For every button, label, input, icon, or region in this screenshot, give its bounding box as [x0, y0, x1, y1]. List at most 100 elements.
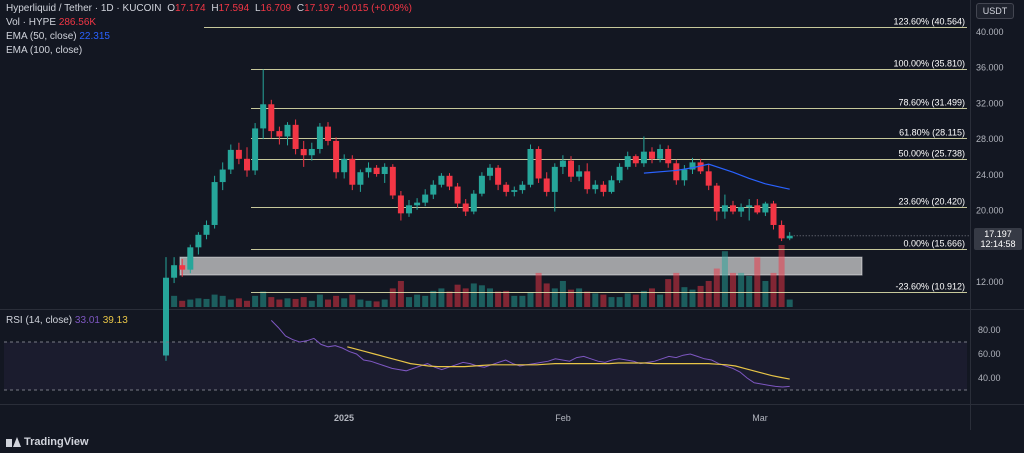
high-value: 17.594: [218, 3, 250, 14]
volume-bar: [495, 291, 502, 307]
candle-body: [211, 182, 218, 225]
candle-body: [227, 149, 234, 170]
candle-body: [511, 190, 518, 192]
candle-body: [543, 178, 550, 192]
candle-body: [260, 104, 267, 129]
price-tick-label: 12.000: [976, 277, 1004, 287]
candle-body: [300, 148, 307, 156]
rsi-ma-line: [347, 346, 790, 380]
candle-body: [770, 203, 777, 225]
ema100-label: EMA (100, close): [6, 45, 83, 56]
price-tick-label: 36.000: [976, 63, 1004, 73]
volume-bar: [705, 280, 712, 307]
candle-body: [584, 171, 591, 190]
currency-selector[interactable]: USDT: [976, 3, 1014, 19]
volume-bar: [462, 288, 469, 307]
fib-level-label: 123.60% (40.564): [893, 17, 965, 27]
candle-body: [705, 171, 712, 186]
volume-bar: [778, 245, 785, 307]
volume-bar: [203, 298, 210, 307]
candle-body: [600, 184, 607, 192]
last-price-value: 17.197: [984, 229, 1012, 239]
candle-body: [195, 234, 202, 248]
volume-bar: [543, 283, 550, 307]
volume-bar: [527, 292, 534, 307]
candle-body: [559, 160, 566, 167]
volume-legend[interactable]: Vol · HYPE 286.56K: [6, 17, 96, 29]
candle-body: [308, 148, 315, 156]
candle-body: [276, 131, 283, 137]
candle-body: [478, 175, 485, 194]
ema50-legend[interactable]: EMA (50, close) 22.315: [6, 31, 110, 43]
volume-bar: [389, 288, 396, 307]
volume-bar: [414, 294, 421, 307]
candle-body: [292, 124, 299, 149]
bar-countdown: 12:14:58: [980, 239, 1016, 249]
volume-bar: [381, 299, 388, 307]
candle-body: [357, 172, 364, 185]
volume-bar: [308, 300, 315, 307]
ema50-value: 22.315: [79, 31, 110, 42]
volume-label: Vol · HYPE: [6, 17, 57, 28]
ema100-legend[interactable]: EMA (100, close): [6, 45, 82, 57]
volume-bar: [171, 295, 178, 307]
volume-bar: [446, 291, 453, 307]
volume-bar: [721, 251, 728, 307]
rsi-legend[interactable]: RSI (14, close) 33.01 39.13: [6, 315, 128, 327]
volume-bar: [624, 293, 631, 307]
volume-bar: [219, 295, 226, 307]
candle-body: [487, 167, 493, 176]
volume-bar: [616, 297, 623, 307]
candle-body: [219, 169, 226, 183]
brand-name: TradingView: [24, 436, 89, 448]
symbol-legend[interactable]: Hyperliquid / Tether · 1D · KUCOIN O17.1…: [6, 3, 412, 15]
candle-body: [268, 104, 275, 132]
volume-bar: [365, 300, 372, 307]
low-key: L: [254, 3, 261, 14]
volume-bar: [341, 298, 348, 307]
candle-body: [681, 169, 688, 181]
candle-body: [754, 205, 761, 213]
candle-body: [592, 184, 599, 190]
candle-body: [738, 207, 745, 212]
tradingview-logo[interactable]: TradingView: [6, 436, 89, 448]
volume-bar: [657, 294, 664, 307]
time-tick-label: Feb: [555, 413, 571, 423]
volume-bar: [454, 284, 461, 307]
candle-body: [438, 175, 445, 185]
ema50-line: [643, 163, 790, 190]
candle-body: [713, 185, 720, 212]
price-tick-label: 28.000: [976, 134, 1004, 144]
rsi-value: 33.01: [74, 315, 100, 326]
volume-bar: [665, 279, 672, 307]
volume-bar: [252, 295, 259, 307]
volume-bar: [786, 299, 793, 307]
rsi-tick-label: 80.00: [978, 325, 1001, 335]
volume-bar: [770, 272, 777, 307]
volume-bar: [754, 257, 761, 307]
candle-body: [551, 166, 558, 192]
volume-bar: [689, 289, 696, 307]
candle-body: [373, 167, 380, 175]
rsi-label: RSI (14, close): [6, 315, 73, 326]
volume-bar: [397, 280, 404, 307]
volume-bar: [179, 300, 186, 307]
candle-body: [568, 160, 574, 177]
candle-body: [381, 166, 388, 175]
volume-bar: [187, 299, 194, 307]
candle-body: [316, 126, 323, 149]
rsi-tick-label: 40.00: [978, 373, 1001, 383]
candle-body: [640, 151, 647, 164]
candle-body: [721, 205, 728, 212]
volume-bar: [316, 294, 323, 307]
price-tick-label: 32.000: [976, 98, 1004, 108]
rsi-band-background: [4, 342, 967, 390]
candle-body: [235, 149, 242, 159]
candle-body: [730, 205, 736, 212]
candle-body: [422, 194, 429, 203]
volume-bar: [284, 298, 291, 307]
volume-bar: [235, 298, 242, 307]
candle-body: [527, 148, 534, 185]
